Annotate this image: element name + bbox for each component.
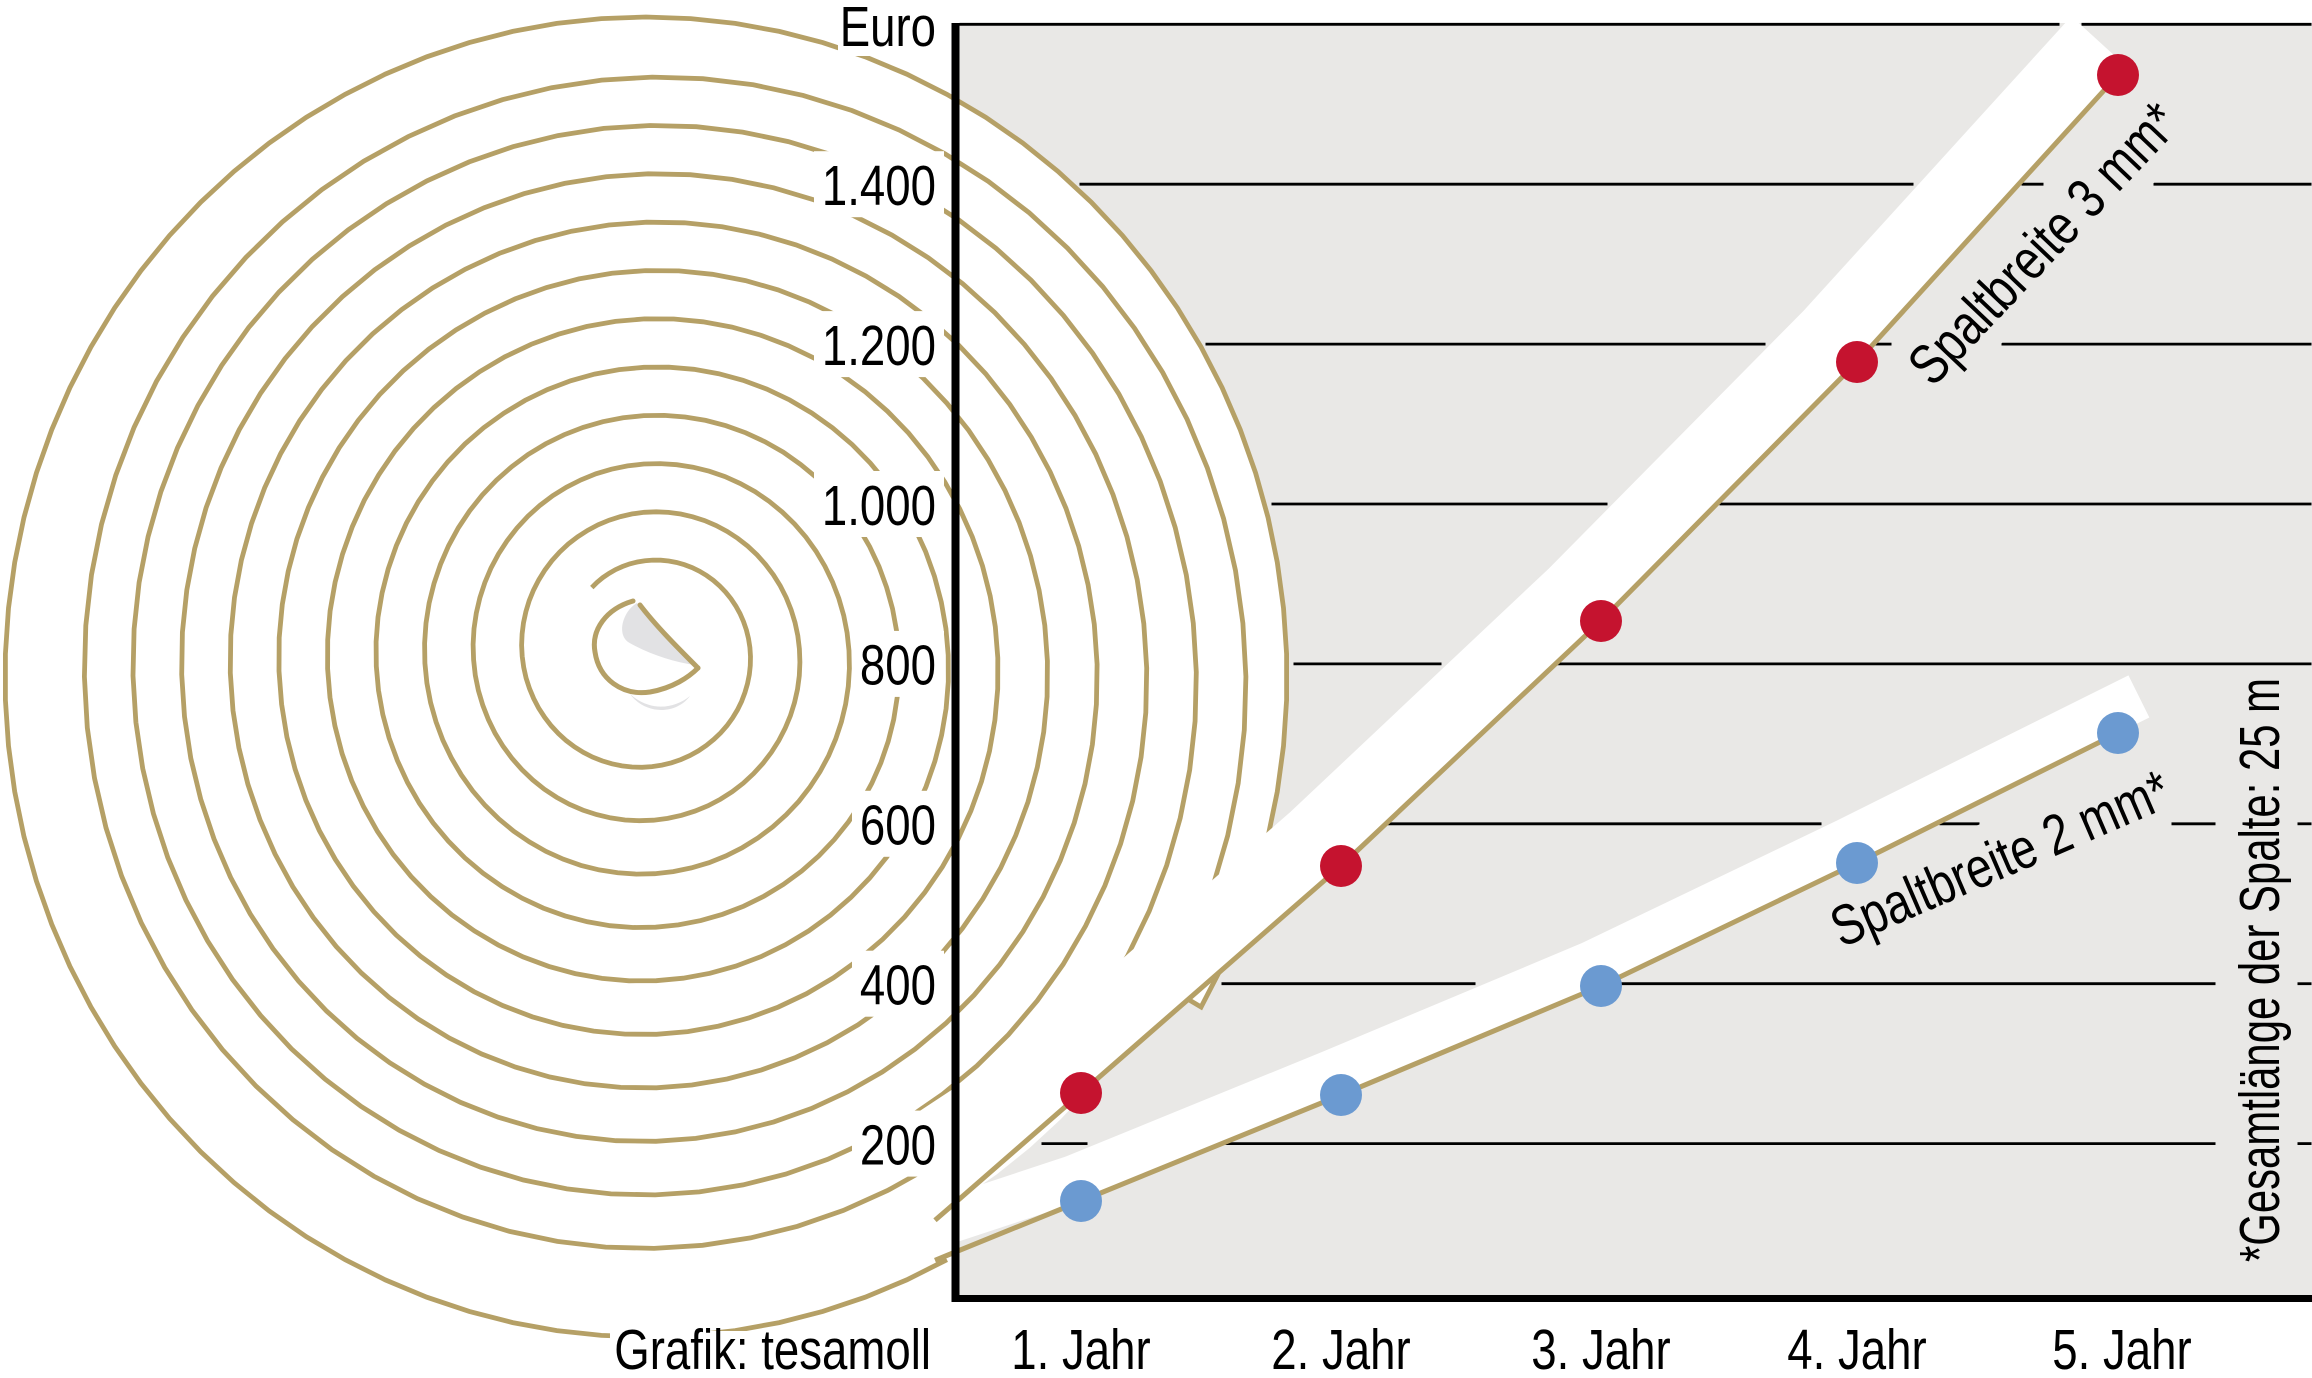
svg-text:1.000: 1.000: [822, 473, 936, 537]
svg-text:200: 200: [860, 1112, 936, 1176]
svg-text:600: 600: [860, 793, 936, 857]
svg-text:400: 400: [860, 953, 936, 1017]
svg-text:3. Jahr: 3. Jahr: [1531, 1317, 1670, 1378]
svg-text:1.400: 1.400: [822, 153, 936, 217]
svg-text:1.200: 1.200: [822, 313, 936, 377]
svg-text:2. Jahr: 2. Jahr: [1271, 1317, 1410, 1378]
svg-text:*Gesamtlänge der Spalte: 25 m: *Gesamtlänge der Spalte: 25 m: [2227, 678, 2291, 1262]
svg-text:Grafik: tesamoll: Grafik: tesamoll: [614, 1317, 931, 1378]
svg-text:800: 800: [860, 633, 936, 697]
svg-text:4. Jahr: 4. Jahr: [1787, 1317, 1926, 1378]
svg-text:Euro: Euro: [840, 0, 936, 58]
svg-text:1. Jahr: 1. Jahr: [1011, 1317, 1150, 1378]
svg-text:5. Jahr: 5. Jahr: [2052, 1317, 2191, 1378]
